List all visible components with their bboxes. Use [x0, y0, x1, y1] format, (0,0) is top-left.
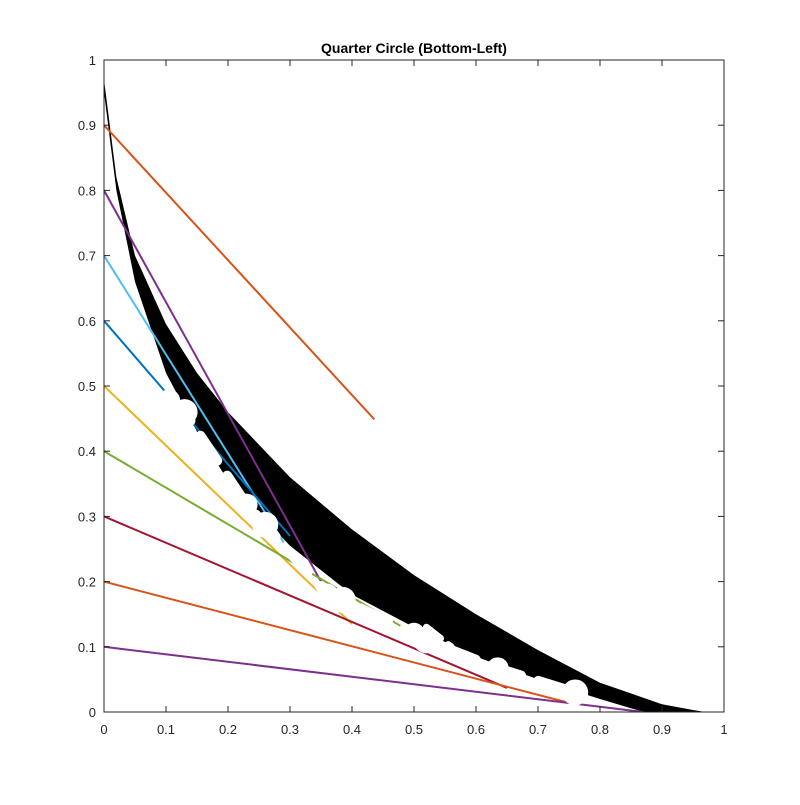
- y-tick-label: 0.3: [78, 509, 96, 524]
- y-tick-label: 0.1: [78, 640, 96, 655]
- y-tick-label: 1: [89, 53, 96, 68]
- white-dot-2: [171, 399, 198, 426]
- series-line-5: [104, 385, 353, 625]
- y-tick-label: 0.5: [78, 379, 96, 394]
- white-dot-3: [235, 493, 258, 516]
- plot-area: [104, 60, 724, 712]
- series-line-6: [104, 450, 415, 635]
- x-tick-label: 0: [100, 722, 107, 737]
- y-tick-label: 0.4: [78, 444, 96, 459]
- y-tick-label: 0.8: [78, 183, 96, 198]
- series-line-9: [104, 645, 644, 712]
- white-dot-4: [252, 511, 279, 538]
- series-line-4: [104, 320, 291, 537]
- filled-band: [104, 79, 706, 712]
- x-tick-label: 0.9: [653, 722, 671, 737]
- white-gap-4: [104, 545, 127, 563]
- white-dot-9: [486, 657, 509, 680]
- white-gap-1: [143, 411, 201, 445]
- white-gap-3: [104, 506, 145, 530]
- y-tick-label: 0.9: [78, 118, 96, 133]
- x-tick-label: 0.5: [405, 722, 423, 737]
- series-line-1: [104, 124, 376, 420]
- x-tick-label: 0.8: [591, 722, 609, 737]
- y-tick-label: 0: [89, 705, 96, 720]
- axes: 0 0.1 0.2 0.3 0.4 0.5 0.6 0.7 0.8 0.9 1 0 0.1 0.2 0.3 0…: [78, 53, 728, 737]
- series-line-7: [104, 515, 508, 689]
- y-tick-label: 0.7: [78, 249, 96, 264]
- white-dot-6: [329, 586, 356, 613]
- x-tick-label: 0.1: [157, 722, 175, 737]
- x-tick-label: 0.4: [343, 722, 361, 737]
- series-line-8: [104, 580, 570, 704]
- y-tick-label: 0.2: [78, 575, 96, 590]
- plot-content: [104, 79, 706, 712]
- x-tick-label: 0.6: [467, 722, 485, 737]
- x-tick-label: 0.3: [281, 722, 299, 737]
- chart-title: Quarter Circle (Bottom-Left): [321, 40, 507, 56]
- x-tick-label: 1: [720, 722, 727, 737]
- white-dot-10: [562, 679, 589, 706]
- white-dot-8: [413, 627, 440, 654]
- y-tick-label: 0.6: [78, 314, 96, 329]
- x-tick-label: 0.7: [529, 722, 547, 737]
- series-line-2: [104, 189, 322, 583]
- x-tick-label: 0.2: [219, 722, 237, 737]
- white-gap-2: [137, 454, 201, 498]
